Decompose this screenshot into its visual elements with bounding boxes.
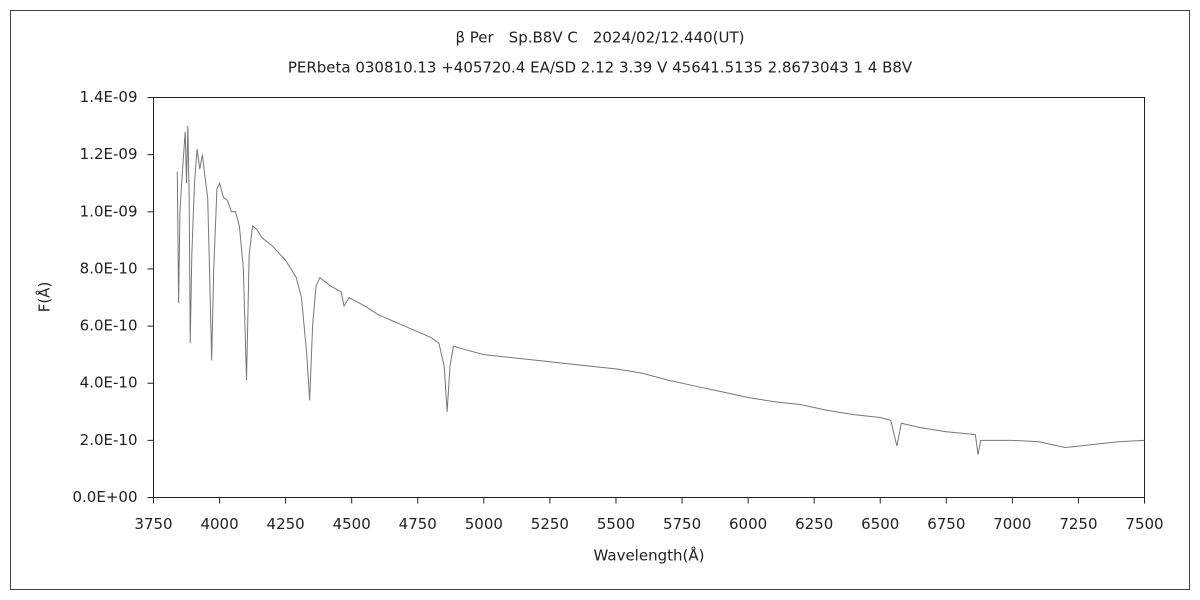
x-tick-label: 5250 [531, 515, 569, 533]
y-tick-label: 4.0E-10 [80, 374, 138, 392]
chart-border [10, 10, 1190, 590]
x-tick-label: 5500 [597, 515, 635, 533]
plot-area [153, 97, 1145, 498]
x-tick-label: 4500 [333, 515, 371, 533]
x-tick-label: 4000 [200, 515, 238, 533]
x-axis-label: Wavelength(Å) [594, 546, 705, 565]
x-tick-label: 7500 [1125, 515, 1163, 533]
y-tick-label: 1.2E-09 [80, 145, 138, 163]
y-tick-label: 0.0E+00 [73, 488, 138, 506]
y-tick-label: 1.4E-09 [80, 88, 138, 106]
x-tick-label: 7000 [993, 515, 1031, 533]
x-tick-label: 5000 [465, 515, 503, 533]
spectrum-line [176, 126, 1145, 455]
x-tick-label: 4250 [267, 515, 305, 533]
x-tick-label: 4750 [399, 515, 437, 533]
y-axis-label: F(Å) [35, 282, 54, 313]
x-tick-label: 5750 [663, 515, 701, 533]
x-tick-label: 6750 [927, 515, 965, 533]
x-tick-label: 7250 [1059, 515, 1097, 533]
x-tick-label: 6000 [729, 515, 767, 533]
y-tick-label: 2.0E-10 [80, 431, 138, 449]
x-tick-label: 6250 [795, 515, 833, 533]
chart-subtitle: PERbeta 030810.13 +405720.4 EA/SD 2.12 3… [288, 59, 913, 77]
y-tick-label: 1.0E-09 [80, 202, 138, 220]
y-tick-label: 8.0E-10 [80, 259, 138, 277]
x-tick-label: 3750 [134, 515, 172, 533]
x-tick-label: 6500 [861, 515, 899, 533]
y-tick-label: 6.0E-10 [80, 317, 138, 335]
chart-title: β Per Sp.B8V C 2024/02/12.440(UT) [455, 29, 744, 47]
